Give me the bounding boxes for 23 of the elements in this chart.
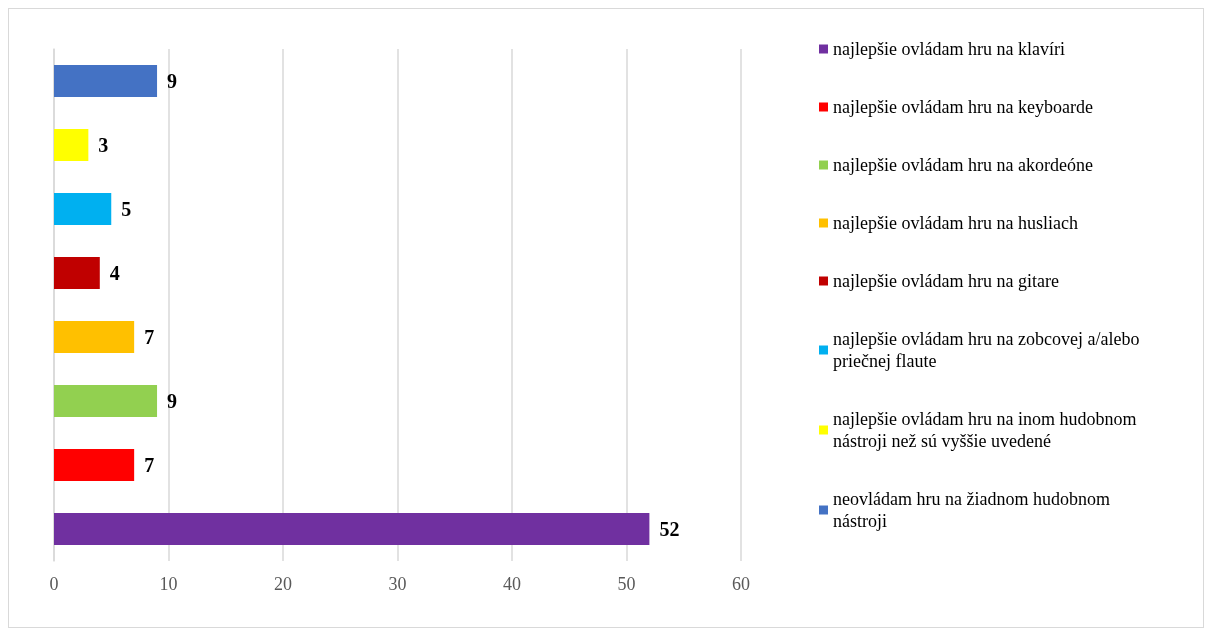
legend-label: najlepšie ovládam hru na zobcovej a/alebo priečnej flaute — [833, 329, 1144, 371]
legend-label: najlepšie ovládam hru na keyboarde — [833, 97, 1093, 117]
data-label: 7 — [144, 454, 155, 476]
x-tick-label: 60 — [732, 574, 750, 594]
data-label: 7 — [144, 326, 155, 348]
data-label: 3 — [98, 134, 109, 156]
data-label: 9 — [167, 70, 178, 92]
data-label: 5 — [121, 198, 132, 220]
x-tick-label: 0 — [49, 574, 59, 594]
legend-label: neovládam hru na žiadnom hudobnom nástroji — [833, 489, 1115, 531]
legend-label: najlepšie ovládam hru na akordeóne — [833, 155, 1093, 175]
legend-label: najlepšie ovládam hru na husliach — [833, 213, 1078, 233]
data-label: 9 — [167, 390, 178, 412]
data-label: 52 — [659, 518, 680, 540]
legend-label: najlepšie ovládam hru na gitare — [833, 271, 1059, 291]
x-tick-label: 40 — [503, 574, 521, 594]
x-tick-label: 50 — [617, 574, 636, 594]
x-tick-label: 30 — [388, 574, 407, 594]
data-label: 4 — [109, 262, 120, 284]
x-tick-label: 10 — [159, 574, 178, 594]
legend-label: najlepšie ovládam hru na inom hudobnom nástroji než sú vyššie uvedené — [833, 409, 1141, 451]
legend-label: najlepšie ovládam hru na klavíri — [833, 39, 1065, 59]
x-tick-label: 20 — [274, 574, 292, 594]
